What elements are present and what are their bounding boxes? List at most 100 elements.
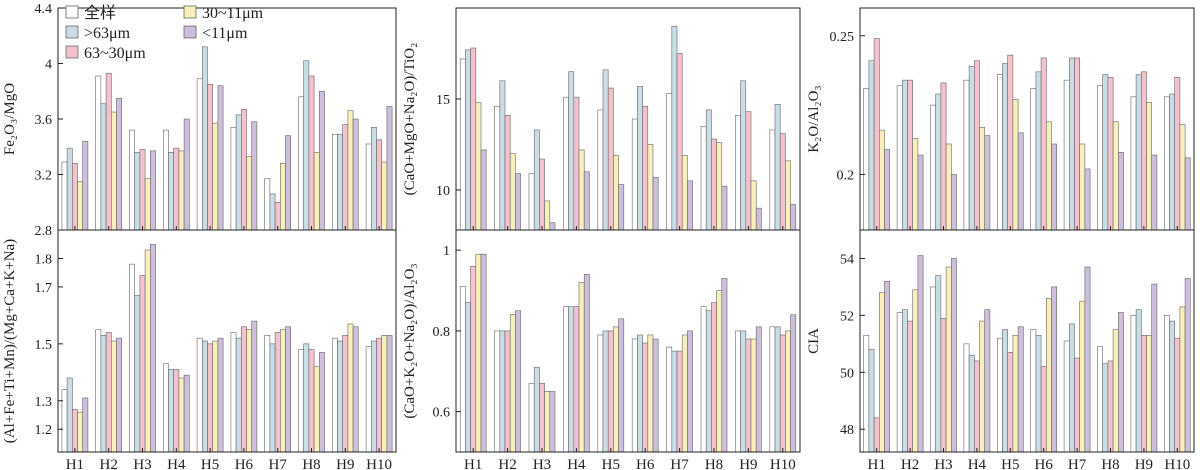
bar [1179,306,1186,453]
bar [246,329,252,453]
y-tick-label: 4.4 [35,2,53,17]
x-tick-label: H1 [868,457,886,470]
legend-item: 63~30μm [65,45,146,62]
bar [705,310,712,453]
bar [613,155,619,231]
bar [1118,312,1124,453]
bar [470,266,477,453]
bar [642,105,649,231]
chart-panel: 1.2 1.3 1.5 1.7 1.8 H1 H2 H3 H4 H5 H6 H7 H8 H9 H10 (Al+… [2,229,397,470]
bar [607,87,614,231]
bar [716,142,723,231]
bar [308,75,315,231]
x-tick-label: H2 [498,457,516,470]
bar [1051,143,1057,231]
bar [163,129,169,231]
bar [285,326,291,453]
bar [1169,320,1175,453]
bar [705,109,712,231]
bar [1030,329,1037,453]
x-tick-label: H5 [1001,457,1019,470]
bar [573,306,580,453]
bar [583,171,590,231]
bar [61,161,68,231]
bar [150,150,156,231]
bar [105,72,112,231]
chart-panel: 48 50 52 54 H1 H2 H3 H4 H5 H6 H7 H8 H9 H10 CIA [806,229,1195,470]
y-axis-label: (Al+Fe+Ti+Mn)/(Mg+Ca+K+Na) [2,239,18,443]
y-tick-label: 10 [436,184,450,199]
chart-panel: 0.6 0.8 1 H1 H2 H3 H4 H5 H6 H7 H8 H9 H10 (CaO+K₂O+Na₂… [402,229,801,470]
bar [539,158,545,231]
x-tick-label: H7 [269,457,288,470]
bar [72,409,78,453]
bar [652,338,659,453]
bar [1046,121,1052,231]
x-tick-label: H3 [533,457,551,470]
bar [1135,309,1142,453]
bar [212,340,219,453]
bar [578,149,585,231]
bar [549,391,556,453]
bar [907,79,913,231]
bar [230,332,237,453]
bar [139,275,146,453]
bar [134,152,141,231]
legend-item: <11μm [183,25,248,42]
y-tick-label: 0.8 [433,325,451,340]
bar [178,377,185,453]
bar [230,127,237,231]
bar [940,317,947,453]
bar [475,253,482,453]
bar [774,104,781,231]
bar [274,201,281,231]
bar [935,275,942,453]
y-tick-label: 1.7 [35,281,53,296]
y-axis-label: Fe₂O₃/MgO [2,83,18,155]
legend-swatch [65,45,79,59]
y-tick-label: 0.6 [433,406,451,421]
x-tick-label: H10 [770,457,796,470]
bar [1174,337,1181,453]
y-tick-label: 3.6 [35,113,53,128]
x-tick-label: H5 [201,457,219,470]
bar [298,349,304,453]
bar [235,337,242,453]
bar [342,124,349,231]
bar [711,302,717,453]
x-tick-label: H8 [302,457,320,470]
bar [1169,93,1175,231]
bar [755,207,762,231]
plot-frame [859,229,1195,453]
bar [896,85,903,231]
bar [896,312,903,453]
x-tick-label: H7 [1068,457,1087,470]
bar [308,349,315,453]
bar [499,330,506,453]
bar [785,160,791,231]
x-tick-label: H9 [739,457,757,470]
x-tick-label: H6 [235,457,254,470]
bar [82,140,89,231]
bar [465,49,471,231]
chart-legend: 全样 >63μm 63~30μm 30~11μm <11μm [65,4,264,62]
bar [274,332,281,453]
bar [66,147,73,231]
bar [303,343,310,453]
bar [700,125,707,231]
bar [583,274,590,453]
bar [279,329,286,453]
bar [381,161,388,231]
bar [716,290,723,453]
bar [1084,168,1091,231]
bar [1046,298,1052,453]
bar [386,106,393,231]
bar [365,143,372,231]
bar [901,79,908,231]
y-tick-label: 48 [840,423,854,438]
y-tick-label: 15 [436,93,450,108]
bar [61,389,68,453]
bar [984,309,991,453]
bar [352,118,359,231]
bar [95,329,102,453]
